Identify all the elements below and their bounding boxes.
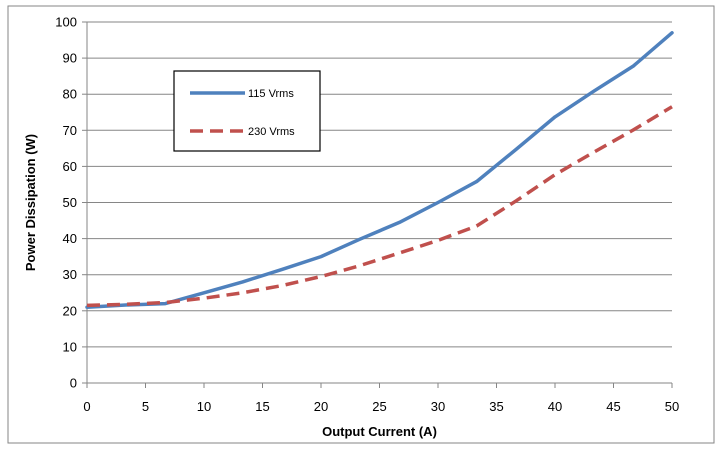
legend-box bbox=[173, 70, 321, 152]
y-axis-title: Power Dissipation (W) bbox=[23, 134, 38, 271]
x-tick-label-5: 5 bbox=[142, 399, 149, 414]
y-tick-label-50: 50 bbox=[63, 195, 77, 210]
x-tick-label-15: 15 bbox=[255, 399, 269, 414]
x-tick-label-40: 40 bbox=[548, 399, 562, 414]
x-tick-label-45: 45 bbox=[606, 399, 620, 414]
series-lines bbox=[85, 31, 674, 309]
chart-area-border bbox=[7, 5, 715, 444]
tick-labels: 0 10 20 30 40 50 60 70 80 90 100 0 5 10 15 20 25 30 35 40 45… bbox=[55, 15, 679, 415]
y-tick-label-20: 20 bbox=[63, 303, 77, 318]
x-tick-label-30: 30 bbox=[431, 399, 445, 414]
y-tick-label-0: 0 bbox=[70, 376, 77, 391]
x-tick-label-35: 35 bbox=[489, 399, 503, 414]
y-tick-label-40: 40 bbox=[63, 231, 77, 246]
y-tick-label-70: 70 bbox=[63, 123, 77, 138]
series-line-115-vrms bbox=[85, 31, 674, 309]
legend-label-115-vrms: 115 Vrms bbox=[248, 88, 294, 100]
x-tick-label-0: 0 bbox=[83, 399, 90, 414]
axes bbox=[82, 21, 673, 388]
y-tick-label-30: 30 bbox=[63, 267, 77, 282]
y-tick-label-60: 60 bbox=[63, 159, 77, 174]
y-tick-label-10: 10 bbox=[63, 339, 77, 354]
x-axis-title: Output Current (A) bbox=[322, 424, 437, 439]
x-tick-label-25: 25 bbox=[372, 399, 386, 414]
legend: 115 Vrms 230 Vrms bbox=[173, 70, 321, 152]
y-tick-label-90: 90 bbox=[63, 51, 77, 66]
x-tick-label-10: 10 bbox=[197, 399, 211, 414]
y-tick-label-100: 100 bbox=[55, 15, 77, 30]
legend-label-230-vrms: 230 Vrms bbox=[248, 126, 295, 138]
y-tick-label-80: 80 bbox=[63, 87, 77, 102]
x-tick-label-50: 50 bbox=[665, 399, 679, 414]
x-tick-label-20: 20 bbox=[314, 399, 328, 414]
